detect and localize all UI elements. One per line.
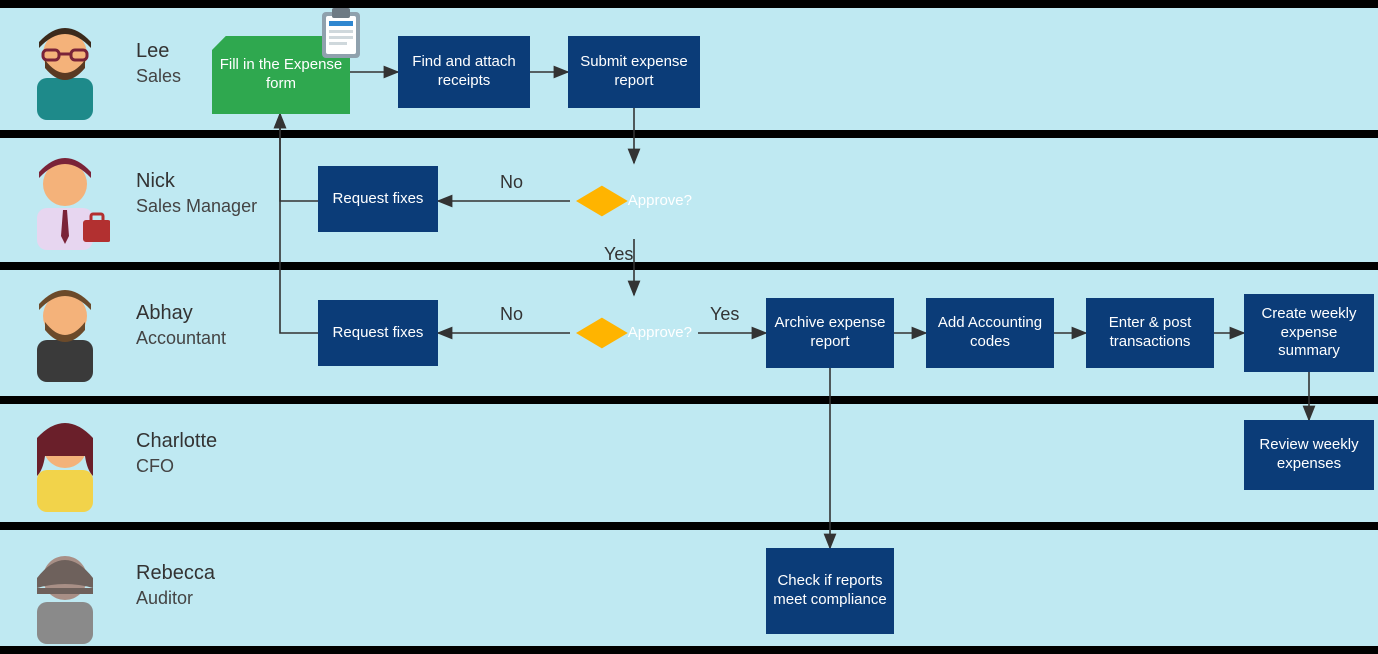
node-approve1: Approve? xyxy=(570,163,698,239)
node-label-approve2: Approve? xyxy=(628,324,692,343)
node-label-enterPost: Enter & post transactions xyxy=(1092,314,1208,352)
node-label-addCodes: Add Accounting codes xyxy=(932,314,1048,352)
node-requestFixes2: Request fixes xyxy=(318,300,438,366)
persona-role-rebecca: Auditor xyxy=(136,588,193,609)
edge-requestFixes1-fillForm xyxy=(280,114,318,201)
persona-name-lee: Lee xyxy=(136,40,169,63)
clipboard-icon xyxy=(318,6,364,65)
avatar-lee xyxy=(20,20,100,120)
persona-name-nick: Nick xyxy=(136,170,175,193)
persona-role-nick: Sales Manager xyxy=(136,196,257,217)
persona-name-charlotte: Charlotte xyxy=(136,430,217,453)
node-label-requestFixes2: Request fixes xyxy=(333,324,424,343)
lane-divider xyxy=(0,0,1378,8)
edge-label-yes: Yes xyxy=(604,244,633,265)
node-submitReport: Submit expense report xyxy=(568,36,700,108)
persona-name-abhay: Abhay xyxy=(136,302,193,325)
lane-divider xyxy=(0,130,1378,138)
node-label-archive: Archive expense report xyxy=(772,314,888,352)
node-label-attachReceipts: Find and attach receipts xyxy=(404,53,524,91)
node-label-submitReport: Submit expense report xyxy=(574,53,694,91)
lane-divider xyxy=(0,522,1378,530)
node-label-requestFixes1: Request fixes xyxy=(333,190,424,209)
persona-role-abhay: Accountant xyxy=(136,328,226,349)
persona-role-lee: Sales xyxy=(136,66,181,87)
node-label-checkCompliance: Check if reports meet compliance xyxy=(772,572,888,610)
node-requestFixes1: Request fixes xyxy=(318,166,438,232)
lane-divider xyxy=(0,262,1378,270)
edge-label-no: No xyxy=(500,304,523,325)
persona-name-rebecca: Rebecca xyxy=(136,562,215,585)
node-enterPost: Enter & post transactions xyxy=(1086,298,1214,368)
node-addCodes: Add Accounting codes xyxy=(926,298,1054,368)
lane-divider xyxy=(0,396,1378,404)
node-createSummary: Create weekly expense summary xyxy=(1244,294,1374,372)
node-reviewWeekly: Review weekly expenses xyxy=(1244,420,1374,490)
avatar-abhay xyxy=(20,282,100,382)
lane-divider xyxy=(0,646,1378,654)
node-label-reviewWeekly: Review weekly expenses xyxy=(1250,436,1368,474)
avatar-charlotte xyxy=(20,412,100,512)
node-label-approve1: Approve? xyxy=(628,192,692,211)
node-label-createSummary: Create weekly expense summary xyxy=(1250,305,1368,361)
persona-role-charlotte: CFO xyxy=(136,456,174,477)
node-attachReceipts: Find and attach receipts xyxy=(398,36,530,108)
avatar-nick xyxy=(20,150,100,250)
node-approve2: Approve? xyxy=(570,295,698,371)
node-checkCompliance: Check if reports meet compliance xyxy=(766,548,894,634)
node-archive: Archive expense report xyxy=(766,298,894,368)
edge-requestFixes2-fillForm xyxy=(280,114,318,333)
edge-label-yes: Yes xyxy=(710,304,739,325)
edge-label-no: No xyxy=(500,172,523,193)
avatar-rebecca xyxy=(20,544,100,644)
